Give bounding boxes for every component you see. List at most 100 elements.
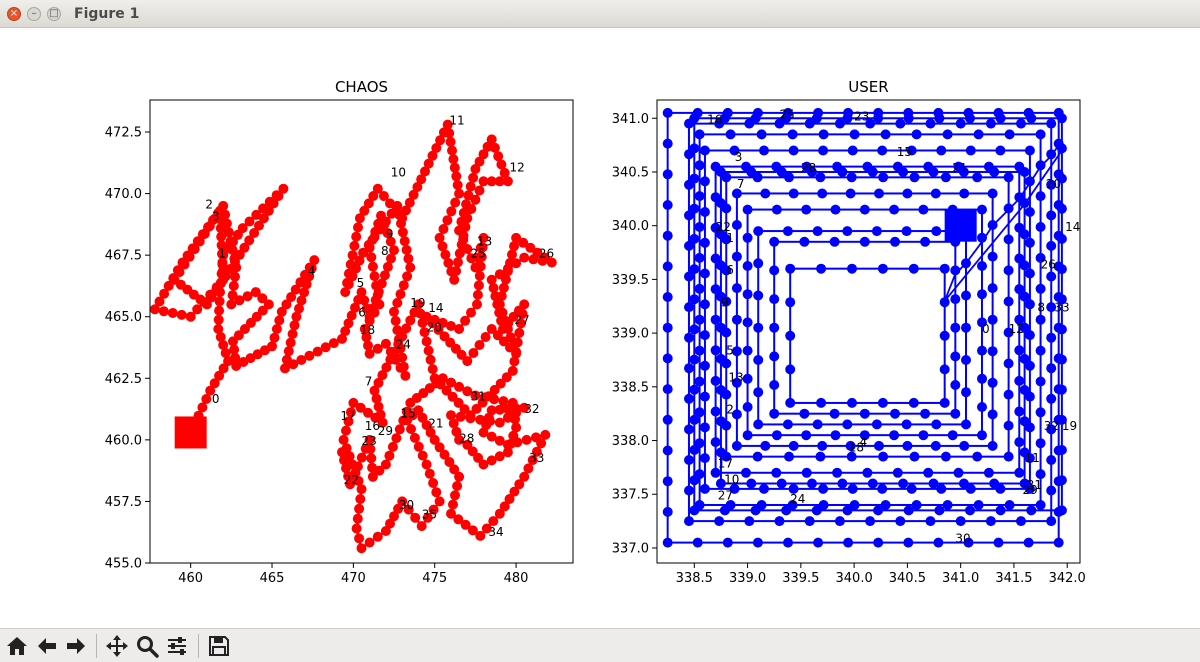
user-point-label: 3 — [735, 150, 743, 164]
user-point — [859, 430, 870, 441]
user-axes: USER012345678910111213141516171819202122… — [612, 78, 1086, 586]
chaos-point — [257, 293, 268, 304]
chaos-point — [505, 439, 516, 449]
chaos-point — [354, 213, 365, 224]
chaos-point — [478, 149, 489, 160]
user-point — [918, 430, 929, 441]
configure-subplots-button[interactable] — [163, 632, 191, 660]
chaos-point — [393, 339, 404, 350]
pan-button[interactable] — [103, 632, 131, 660]
chaos-point — [201, 394, 212, 404]
chaos-point — [369, 271, 380, 282]
user-point — [1014, 406, 1025, 417]
user-x-tick-label: 340.0 — [836, 571, 873, 586]
chaos-point — [398, 361, 409, 372]
user-point — [1035, 438, 1046, 449]
chaos-point — [352, 513, 363, 524]
user-point — [1035, 376, 1046, 387]
save-button[interactable] — [205, 632, 233, 660]
user-point — [977, 373, 987, 384]
chaos-y-tick-label: 460.0 — [105, 433, 142, 448]
chaos-point — [509, 356, 520, 367]
chaos-point — [486, 431, 497, 442]
chaos-point-label: 11 — [449, 114, 464, 128]
chaos-point — [304, 350, 315, 361]
chaos-point — [168, 273, 179, 284]
user-point-label: 0 — [982, 322, 990, 336]
chaos-point — [230, 271, 240, 282]
user-y-tick-label: 341.0 — [612, 112, 649, 127]
chaos-point — [366, 453, 377, 464]
user-point — [689, 173, 700, 184]
user-point — [955, 118, 966, 129]
chaos-point-label: 18 — [360, 323, 375, 337]
user-point-label: 28 — [801, 161, 816, 175]
chaos-point — [475, 530, 486, 541]
user-point — [710, 375, 721, 386]
chaos-point — [449, 464, 460, 475]
user-point — [785, 364, 796, 375]
chaos-point — [504, 494, 515, 504]
user-point — [1046, 332, 1057, 343]
user-point — [788, 440, 799, 451]
chaos-point — [274, 315, 285, 326]
user-point — [753, 355, 764, 365]
user-point — [722, 537, 733, 548]
user-point — [812, 419, 823, 430]
window-maximize-button[interactable]: □ — [47, 7, 61, 21]
chaos-point — [478, 176, 489, 187]
user-point — [1019, 260, 1030, 271]
zoom-button[interactable] — [133, 632, 161, 660]
user-point — [699, 268, 710, 279]
user-point — [742, 430, 753, 441]
chaos-point — [244, 216, 255, 227]
user-point — [746, 478, 757, 489]
user-point — [684, 516, 694, 527]
user-point — [1019, 291, 1030, 302]
user-point-label: 22 — [716, 220, 731, 234]
chaos-point — [453, 397, 464, 408]
chaos-point — [439, 449, 450, 460]
user-point — [807, 167, 817, 177]
chaos-point — [448, 154, 459, 165]
user-y-tick-label: 338.5 — [612, 380, 649, 395]
chaos-point — [366, 252, 377, 263]
chaos-point — [358, 247, 369, 258]
user-point — [934, 113, 945, 124]
chaos-point-label: 8 — [381, 244, 389, 258]
back-button[interactable] — [33, 632, 61, 660]
user-point — [936, 483, 947, 494]
chaos-point — [192, 236, 203, 247]
chaos-point — [359, 295, 370, 306]
chaos-point — [462, 386, 473, 397]
user-point-label: 11 — [1025, 451, 1040, 465]
chaos-point — [451, 426, 462, 437]
window-minimize-button[interactable]: – — [27, 7, 41, 21]
chaos-point — [378, 191, 389, 201]
window-close-button[interactable]: × — [7, 7, 21, 21]
chaos-point — [402, 271, 413, 282]
chaos-point — [391, 433, 402, 444]
chaos-point — [474, 340, 485, 350]
user-point — [903, 113, 914, 124]
home-button[interactable] — [3, 632, 31, 660]
user-point — [1019, 416, 1030, 427]
user-point — [977, 204, 987, 215]
user-point — [710, 284, 721, 295]
user-point — [662, 476, 673, 487]
chaos-point-label: 13 — [477, 234, 492, 248]
forward-button[interactable] — [62, 632, 90, 660]
user-point — [1035, 283, 1046, 294]
chaos-point — [158, 306, 169, 317]
chaos-point — [465, 413, 476, 424]
user-point — [832, 467, 843, 478]
user-point — [799, 408, 810, 419]
chaos-point — [356, 287, 367, 298]
chaos-point — [451, 171, 462, 182]
figure-canvas[interactable]: CHAOS 0 1 2 3 4 5 6 7 8 9 10 11 12 13 14 15 16 17 18 19 20 21 2… — [0, 28, 1200, 628]
user-point — [1035, 252, 1046, 263]
chaos-point — [312, 346, 323, 357]
chaos-point — [371, 393, 382, 404]
chaos-y-tick-label: 455.0 — [105, 557, 142, 572]
user-point — [731, 251, 742, 262]
